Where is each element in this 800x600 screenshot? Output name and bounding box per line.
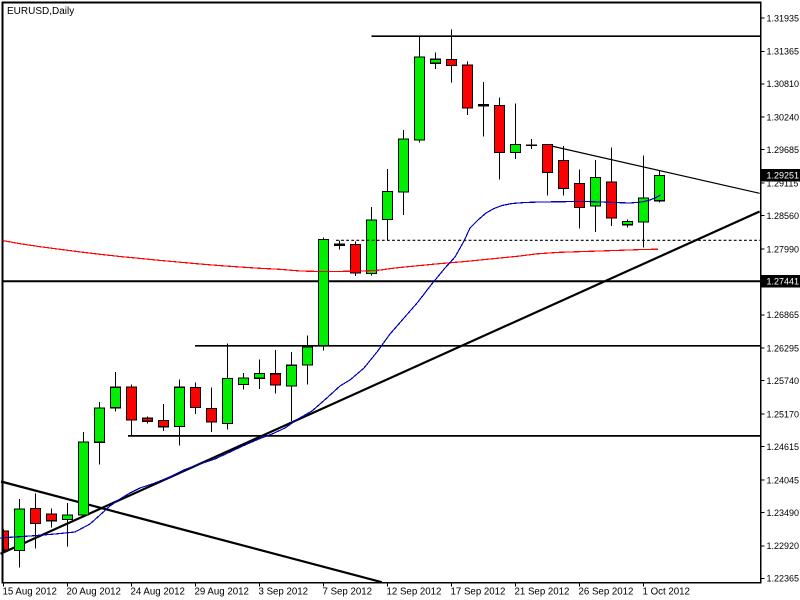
svg-text:1.24045: 1.24045 bbox=[767, 475, 800, 485]
svg-text:20 Aug 2012: 20 Aug 2012 bbox=[67, 587, 121, 598]
svg-text:1.28560: 1.28560 bbox=[767, 211, 800, 221]
svg-text:1.30810: 1.30810 bbox=[767, 79, 800, 89]
svg-text:1.23490: 1.23490 bbox=[767, 508, 800, 518]
svg-text:21 Sep 2012: 21 Sep 2012 bbox=[515, 587, 570, 598]
svg-text:17 Sep 2012: 17 Sep 2012 bbox=[451, 587, 506, 598]
svg-text:7 Sep 2012: 7 Sep 2012 bbox=[323, 587, 373, 598]
svg-text:1.24615: 1.24615 bbox=[767, 442, 800, 452]
svg-text:15 Aug 2012: 15 Aug 2012 bbox=[3, 587, 57, 598]
svg-text:1 Oct 2012: 1 Oct 2012 bbox=[643, 587, 690, 598]
svg-text:1.22920: 1.22920 bbox=[767, 541, 800, 551]
svg-text:1.31935: 1.31935 bbox=[767, 13, 800, 23]
svg-text:1.29685: 1.29685 bbox=[767, 145, 800, 155]
svg-text:12 Sep 2012: 12 Sep 2012 bbox=[387, 587, 442, 598]
svg-text:1.22365: 1.22365 bbox=[767, 574, 800, 584]
svg-text:1.30240: 1.30240 bbox=[767, 113, 800, 123]
svg-text:1.29115: 1.29115 bbox=[767, 178, 799, 188]
svg-text:26 Sep 2012: 26 Sep 2012 bbox=[579, 587, 634, 598]
svg-text:3 Sep 2012: 3 Sep 2012 bbox=[259, 587, 309, 598]
svg-text:1.26865: 1.26865 bbox=[767, 310, 800, 320]
svg-text:EURUSD,Daily: EURUSD,Daily bbox=[7, 6, 74, 17]
svg-text:1.26295: 1.26295 bbox=[767, 344, 800, 354]
svg-text:1.25740: 1.25740 bbox=[767, 376, 800, 386]
svg-text:29 Aug 2012: 29 Aug 2012 bbox=[195, 587, 249, 598]
svg-text:1.29251: 1.29251 bbox=[767, 171, 800, 181]
svg-text:24 Aug 2012: 24 Aug 2012 bbox=[131, 587, 185, 598]
svg-text:1.25170: 1.25170 bbox=[767, 409, 800, 419]
svg-text:1.31365: 1.31365 bbox=[767, 47, 800, 57]
svg-text:1.27990: 1.27990 bbox=[767, 244, 800, 254]
svg-text:1.27441: 1.27441 bbox=[767, 277, 800, 287]
